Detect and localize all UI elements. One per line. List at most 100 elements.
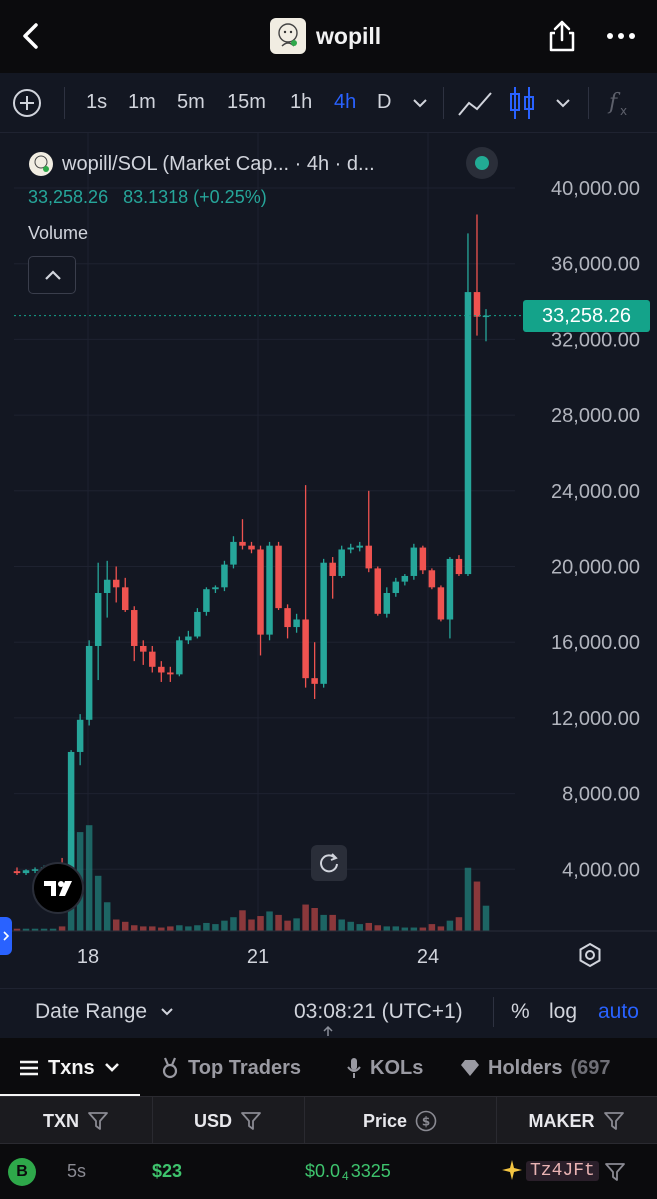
live-status-indicator[interactable] xyxy=(466,147,498,179)
column-divider xyxy=(496,1097,497,1145)
y-tick-label: 32,000.00 xyxy=(551,329,640,351)
filter-icon[interactable] xyxy=(87,1111,109,1131)
chart-type-chevron-down-icon[interactable] xyxy=(553,95,573,111)
microphone-icon xyxy=(347,1058,361,1078)
filter-icon[interactable] xyxy=(603,1111,625,1131)
x-tick-label: 24 xyxy=(417,946,439,968)
log-scale-toggle[interactable]: log xyxy=(549,1000,578,1023)
token-header[interactable]: wopill xyxy=(270,17,381,55)
share-icon[interactable] xyxy=(545,18,579,54)
volume-bar xyxy=(176,925,183,931)
volume-bar xyxy=(131,925,138,931)
timeframe-4h[interactable]: 4h xyxy=(334,91,357,113)
column-price-label: Price xyxy=(362,1110,408,1131)
left-panel-handle[interactable] xyxy=(0,917,12,955)
active-tab-indicator xyxy=(0,1094,140,1096)
tab-txns[interactable]: Txns xyxy=(18,1054,121,1082)
volume-bar xyxy=(356,924,363,931)
add-indicator-icon[interactable] xyxy=(12,88,42,118)
price-chart[interactable]: 40,000.00 36,000.00 32,000.00 28,000.00 24,0… xyxy=(0,133,657,988)
volume-bar xyxy=(392,926,400,931)
tab-kols[interactable]: KOLs xyxy=(346,1054,423,1082)
chart-legend: wopill/SOL (Market Cap... · 4h · d... 33… xyxy=(28,151,375,208)
candle-body xyxy=(212,587,219,590)
volume-bar xyxy=(239,910,246,931)
chevron-down-icon xyxy=(161,1008,173,1016)
column-maker[interactable]: MAKER xyxy=(496,1097,657,1145)
txn-maker[interactable]: Tz4JFt xyxy=(526,1161,599,1181)
volume-bar xyxy=(40,928,48,931)
column-usd-label: USD xyxy=(193,1110,232,1131)
column-price[interactable]: Price $ xyxy=(304,1097,496,1145)
volume-bar xyxy=(455,917,463,931)
candle-body xyxy=(410,547,418,576)
volume-bar xyxy=(158,927,165,931)
legend-value: 33,258.26 xyxy=(28,187,109,207)
tab-top-traders[interactable]: Top Traders xyxy=(160,1054,301,1082)
filter-icon[interactable] xyxy=(604,1161,626,1183)
diamond-icon xyxy=(461,1060,479,1076)
volume-bar xyxy=(221,920,228,931)
candle-body xyxy=(149,651,156,667)
volume-bar xyxy=(320,914,327,931)
txn-price-prefix: $0.0 xyxy=(305,1161,341,1181)
timeframe-1m[interactable]: 1m xyxy=(128,91,156,113)
collapse-legend-button[interactable] xyxy=(28,256,76,294)
candle-body xyxy=(248,545,255,550)
line-chart-icon[interactable] xyxy=(457,87,493,119)
legend-title: wopill/SOL (Market Cap... · 4h · d... xyxy=(62,152,375,175)
timeframe-chevron-down-icon[interactable] xyxy=(410,95,430,111)
candlestick-icon[interactable] xyxy=(508,85,536,121)
candle-body xyxy=(446,558,454,620)
column-txn[interactable]: TXN xyxy=(0,1097,152,1145)
timeframe-1h[interactable]: 1h xyxy=(290,91,313,113)
date-range-button[interactable]: Date Range xyxy=(35,1000,175,1024)
volume-label: Volume xyxy=(28,223,89,243)
last-price-label: 33,258.26 xyxy=(523,299,650,332)
volume-bar xyxy=(365,922,372,931)
tab-holders[interactable]: Holders (697 xyxy=(460,1054,611,1082)
timeframe-1s[interactable]: 1s xyxy=(86,91,108,113)
volume-bar xyxy=(275,914,282,931)
chart-canvas[interactable]: 40,000.00 36,000.00 32,000.00 28,000.00 24,0… xyxy=(0,133,657,988)
candle-body xyxy=(437,587,445,620)
chart-settings-icon[interactable] xyxy=(576,941,604,969)
reset-chart-button[interactable] xyxy=(311,845,347,881)
percent-scale-toggle[interactable]: % xyxy=(511,1000,530,1023)
volume-bar xyxy=(293,918,300,931)
indicators-fx-icon[interactable]: f x xyxy=(606,87,634,119)
y-tick-label: 12,000.00 xyxy=(551,708,640,730)
token-logo-icon xyxy=(278,23,298,47)
tradingview-logo[interactable] xyxy=(32,862,84,914)
candle-body xyxy=(67,751,75,872)
candle-body xyxy=(473,292,481,317)
txn-table-header: TXN USD Price $ MAKER xyxy=(0,1096,657,1145)
data-tabs: Txns Top Traders KOLs Holders (697 xyxy=(0,1038,657,1096)
column-usd[interactable]: USD xyxy=(152,1097,304,1145)
volume-bar xyxy=(85,825,93,931)
column-txn-label: TXN xyxy=(43,1110,79,1131)
timezone-clock[interactable]: 03:08:21 (UTC+1) xyxy=(294,1000,463,1023)
toolbar-divider xyxy=(588,87,589,119)
currency-toggle-icon[interactable]: $ xyxy=(415,1110,437,1132)
legend-change: 83.1318 (+0.25%) xyxy=(123,187,267,207)
back-arrow-icon[interactable] xyxy=(14,18,50,54)
volume-bar xyxy=(194,925,201,931)
candle-body xyxy=(275,545,282,609)
candle-body xyxy=(482,315,490,318)
controls-divider xyxy=(493,997,494,1027)
candle-body xyxy=(293,619,300,628)
filter-icon[interactable] xyxy=(240,1111,262,1131)
more-icon[interactable] xyxy=(604,26,638,46)
volume-bar xyxy=(284,920,291,931)
candle-body xyxy=(131,610,138,646)
table-row[interactable]: B 5s $23 $0.0 4 3325 Tz4JFt xyxy=(0,1144,657,1199)
timeframe-5m[interactable]: 5m xyxy=(177,91,205,113)
timeframe-d[interactable]: D xyxy=(377,91,392,113)
auto-scale-toggle[interactable]: auto xyxy=(598,1000,639,1023)
column-divider xyxy=(304,1097,305,1145)
resize-handle-icon[interactable] xyxy=(320,1025,336,1053)
chevron-up-icon xyxy=(45,270,61,280)
timeframe-15m[interactable]: 15m xyxy=(227,91,266,113)
candle-body xyxy=(356,545,363,548)
